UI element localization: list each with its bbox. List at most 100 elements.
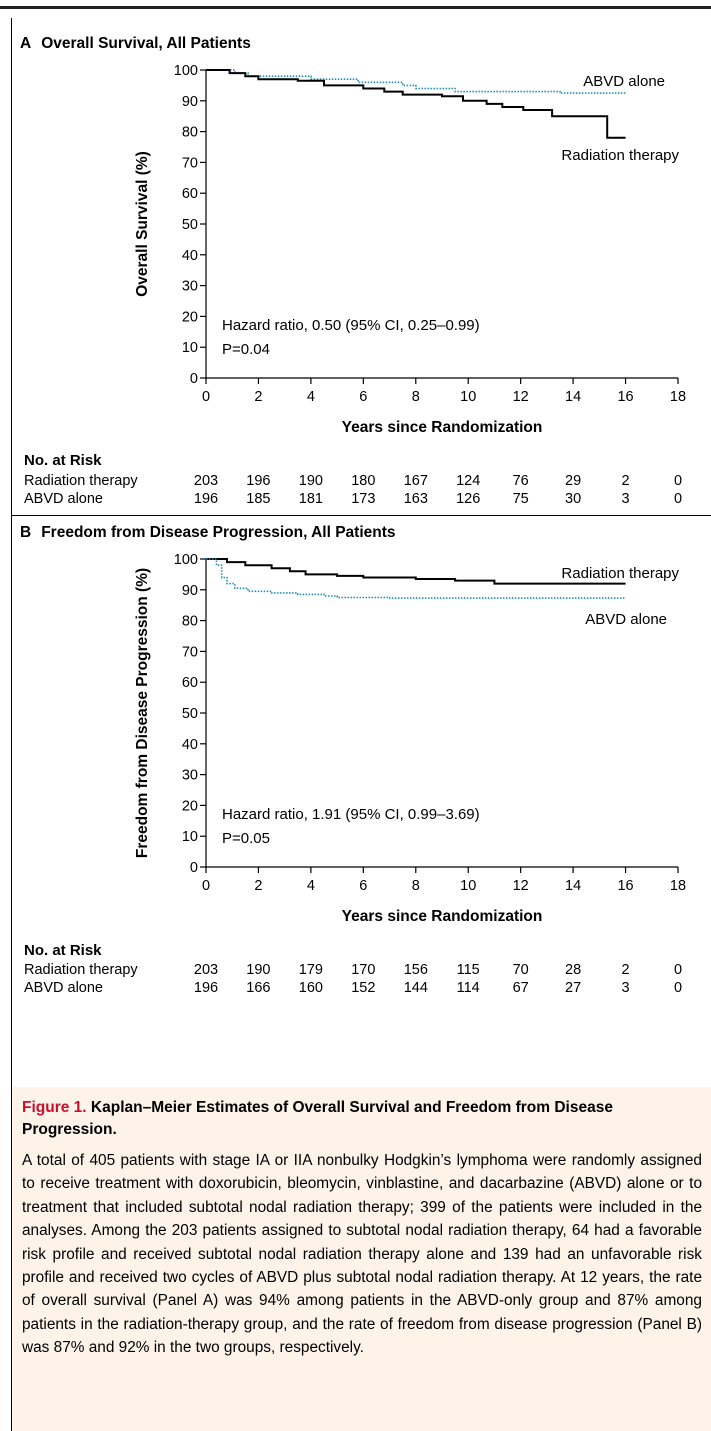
- y-tick-label: 100: [174, 552, 198, 568]
- risk-row-label: Radiation therapy: [24, 473, 138, 489]
- risk-count: 160: [298, 980, 323, 996]
- risk-count: 203: [193, 962, 219, 978]
- risk-count: 185: [246, 491, 271, 507]
- y-tick-label: 50: [182, 706, 198, 722]
- caption-title: Figure 1. Kaplan–Meier Estimates of Over…: [22, 1097, 702, 1141]
- risk-count: 3: [621, 491, 630, 507]
- risk-count: 115: [456, 962, 480, 978]
- caption-title-text: Kaplan–Meier Estimates of Overall Surviv…: [22, 1099, 613, 1138]
- x-tick-label: 8: [412, 878, 420, 894]
- risk-count: 67: [512, 980, 529, 996]
- y-tick-label: 0: [190, 860, 198, 876]
- y-tick-label: 50: [182, 217, 198, 233]
- panel-a-risk-row-radiation: Radiation therapy 203 196 190 180 167 12…: [0, 473, 711, 493]
- risk-count: 75: [512, 491, 529, 507]
- panel-b-letter: B: [20, 524, 32, 541]
- x-axis-title: Years since Randomization: [342, 908, 543, 925]
- figure-label: Figure 1.: [22, 1099, 87, 1116]
- series-label: ABVD alone: [585, 611, 667, 628]
- x-tick-label: 10: [460, 878, 476, 894]
- risk-count: 28: [565, 962, 582, 978]
- series-label: ABVD alone: [583, 73, 665, 90]
- x-tick-label: 2: [254, 389, 262, 405]
- y-tick-label: 70: [182, 644, 198, 660]
- panel-b-title: B Freedom from Disease Progression, All P…: [20, 524, 396, 542]
- risk-count: 196: [193, 980, 219, 996]
- y-tick-label: 90: [182, 94, 198, 110]
- x-tick-label: 4: [307, 389, 315, 405]
- risk-count: 181: [298, 491, 323, 507]
- panel-b-title-text: Freedom from Disease Progression, All Pa…: [41, 524, 396, 541]
- x-tick-label: 8: [412, 389, 420, 405]
- risk-count: 76: [512, 473, 529, 489]
- y-tick-label: 10: [182, 829, 198, 845]
- figure-frame: [11, 18, 711, 1431]
- p-value-annotation: P=0.05: [222, 830, 270, 847]
- x-tick-label: 0: [202, 389, 210, 405]
- series-line-abvd-alone: [206, 69, 626, 94]
- panel-b-risk-title: No. at Risk: [24, 942, 102, 959]
- panel-a-risk-row-abvd: ABVD alone 196 185 181 173 163 126 75 30…: [0, 491, 711, 511]
- panel-b-risk-row-abvd: ABVD alone 196 166 160 152 144 114 67 27…: [0, 980, 711, 1000]
- y-axis-title: Overall Survival (%): [134, 151, 151, 297]
- y-tick-label: 20: [182, 798, 198, 814]
- y-tick-label: 20: [182, 309, 198, 325]
- x-tick-label: 0: [202, 878, 210, 894]
- y-tick-label: 100: [174, 63, 198, 79]
- panel-a-title: A Overall Survival, All Patients: [20, 35, 251, 53]
- x-axis-title: Years since Randomization: [342, 419, 543, 436]
- y-tick-label: 70: [182, 155, 198, 171]
- risk-count: 0: [673, 962, 683, 978]
- risk-count: 70: [512, 962, 529, 978]
- risk-count: 124: [456, 473, 481, 489]
- y-tick-label: 80: [182, 125, 198, 141]
- y-tick-label: 30: [182, 768, 198, 784]
- overall-survival-chart: 0 10 20 30 40 50 60 70 80 90 100 0 2 4 6 8 10 12 14 16 18 Yea…: [134, 63, 686, 436]
- series-label: Radiation therapy: [561, 565, 679, 582]
- y-tick-label: 0: [190, 371, 198, 387]
- risk-count: 114: [456, 980, 480, 996]
- x-tick-label: 14: [565, 389, 581, 405]
- x-tick-label: 2: [254, 878, 262, 894]
- risk-count: 196: [193, 491, 219, 507]
- y-tick-label: 60: [182, 675, 198, 691]
- x-tick-label: 16: [617, 878, 633, 894]
- series-label: Radiation therapy: [561, 147, 679, 164]
- panel-b-risk-row-radiation: Radiation therapy 203 190 179 170 156 11…: [0, 962, 711, 982]
- panel-separator: [11, 515, 711, 516]
- risk-row-label: ABVD alone: [24, 980, 103, 996]
- risk-count: 190: [246, 962, 271, 978]
- risk-count: 30: [565, 491, 582, 507]
- risk-count: 170: [351, 962, 376, 978]
- figure-caption: Figure 1. Kaplan–Meier Estimates of Over…: [12, 1087, 711, 1431]
- series-line-abvd-alone: [206, 558, 626, 599]
- x-tick-label: 4: [307, 878, 315, 894]
- y-tick-label: 90: [182, 583, 198, 599]
- y-tick-label: 10: [182, 340, 198, 356]
- panel-a-letter: A: [20, 35, 32, 52]
- risk-count: 173: [351, 491, 376, 507]
- x-tick-label: 12: [513, 389, 529, 405]
- y-axis-title: Freedom from Disease Progression (%): [134, 568, 151, 858]
- series-line-radiation-therapy: [206, 558, 626, 585]
- risk-count: 203: [193, 473, 219, 489]
- risk-count: 179: [298, 962, 323, 978]
- x-tick-label: 10: [460, 389, 476, 405]
- risk-row-label: ABVD alone: [24, 491, 103, 507]
- caption-body: A total of 405 patients with stage IA or…: [22, 1152, 702, 1357]
- risk-count: 0: [673, 491, 683, 507]
- risk-count: 196: [246, 473, 271, 489]
- x-tick-label: 18: [670, 389, 686, 405]
- panel-a-title-text: Overall Survival, All Patients: [41, 35, 251, 52]
- series-line-radiation-therapy: [206, 69, 626, 139]
- hazard-ratio-annotation: Hazard ratio, 1.91 (95% CI, 0.99–3.69): [222, 806, 480, 823]
- risk-count: 190: [298, 473, 323, 489]
- risk-count: 152: [351, 980, 376, 996]
- hazard-ratio-annotation: Hazard ratio, 0.50 (95% CI, 0.25–0.99): [222, 317, 480, 334]
- risk-count: 29: [565, 473, 582, 489]
- risk-row-label: Radiation therapy: [24, 962, 138, 978]
- risk-count: 27: [565, 980, 582, 996]
- x-tick-label: 16: [617, 389, 633, 405]
- risk-count: 126: [456, 491, 481, 507]
- risk-count: 167: [403, 473, 428, 489]
